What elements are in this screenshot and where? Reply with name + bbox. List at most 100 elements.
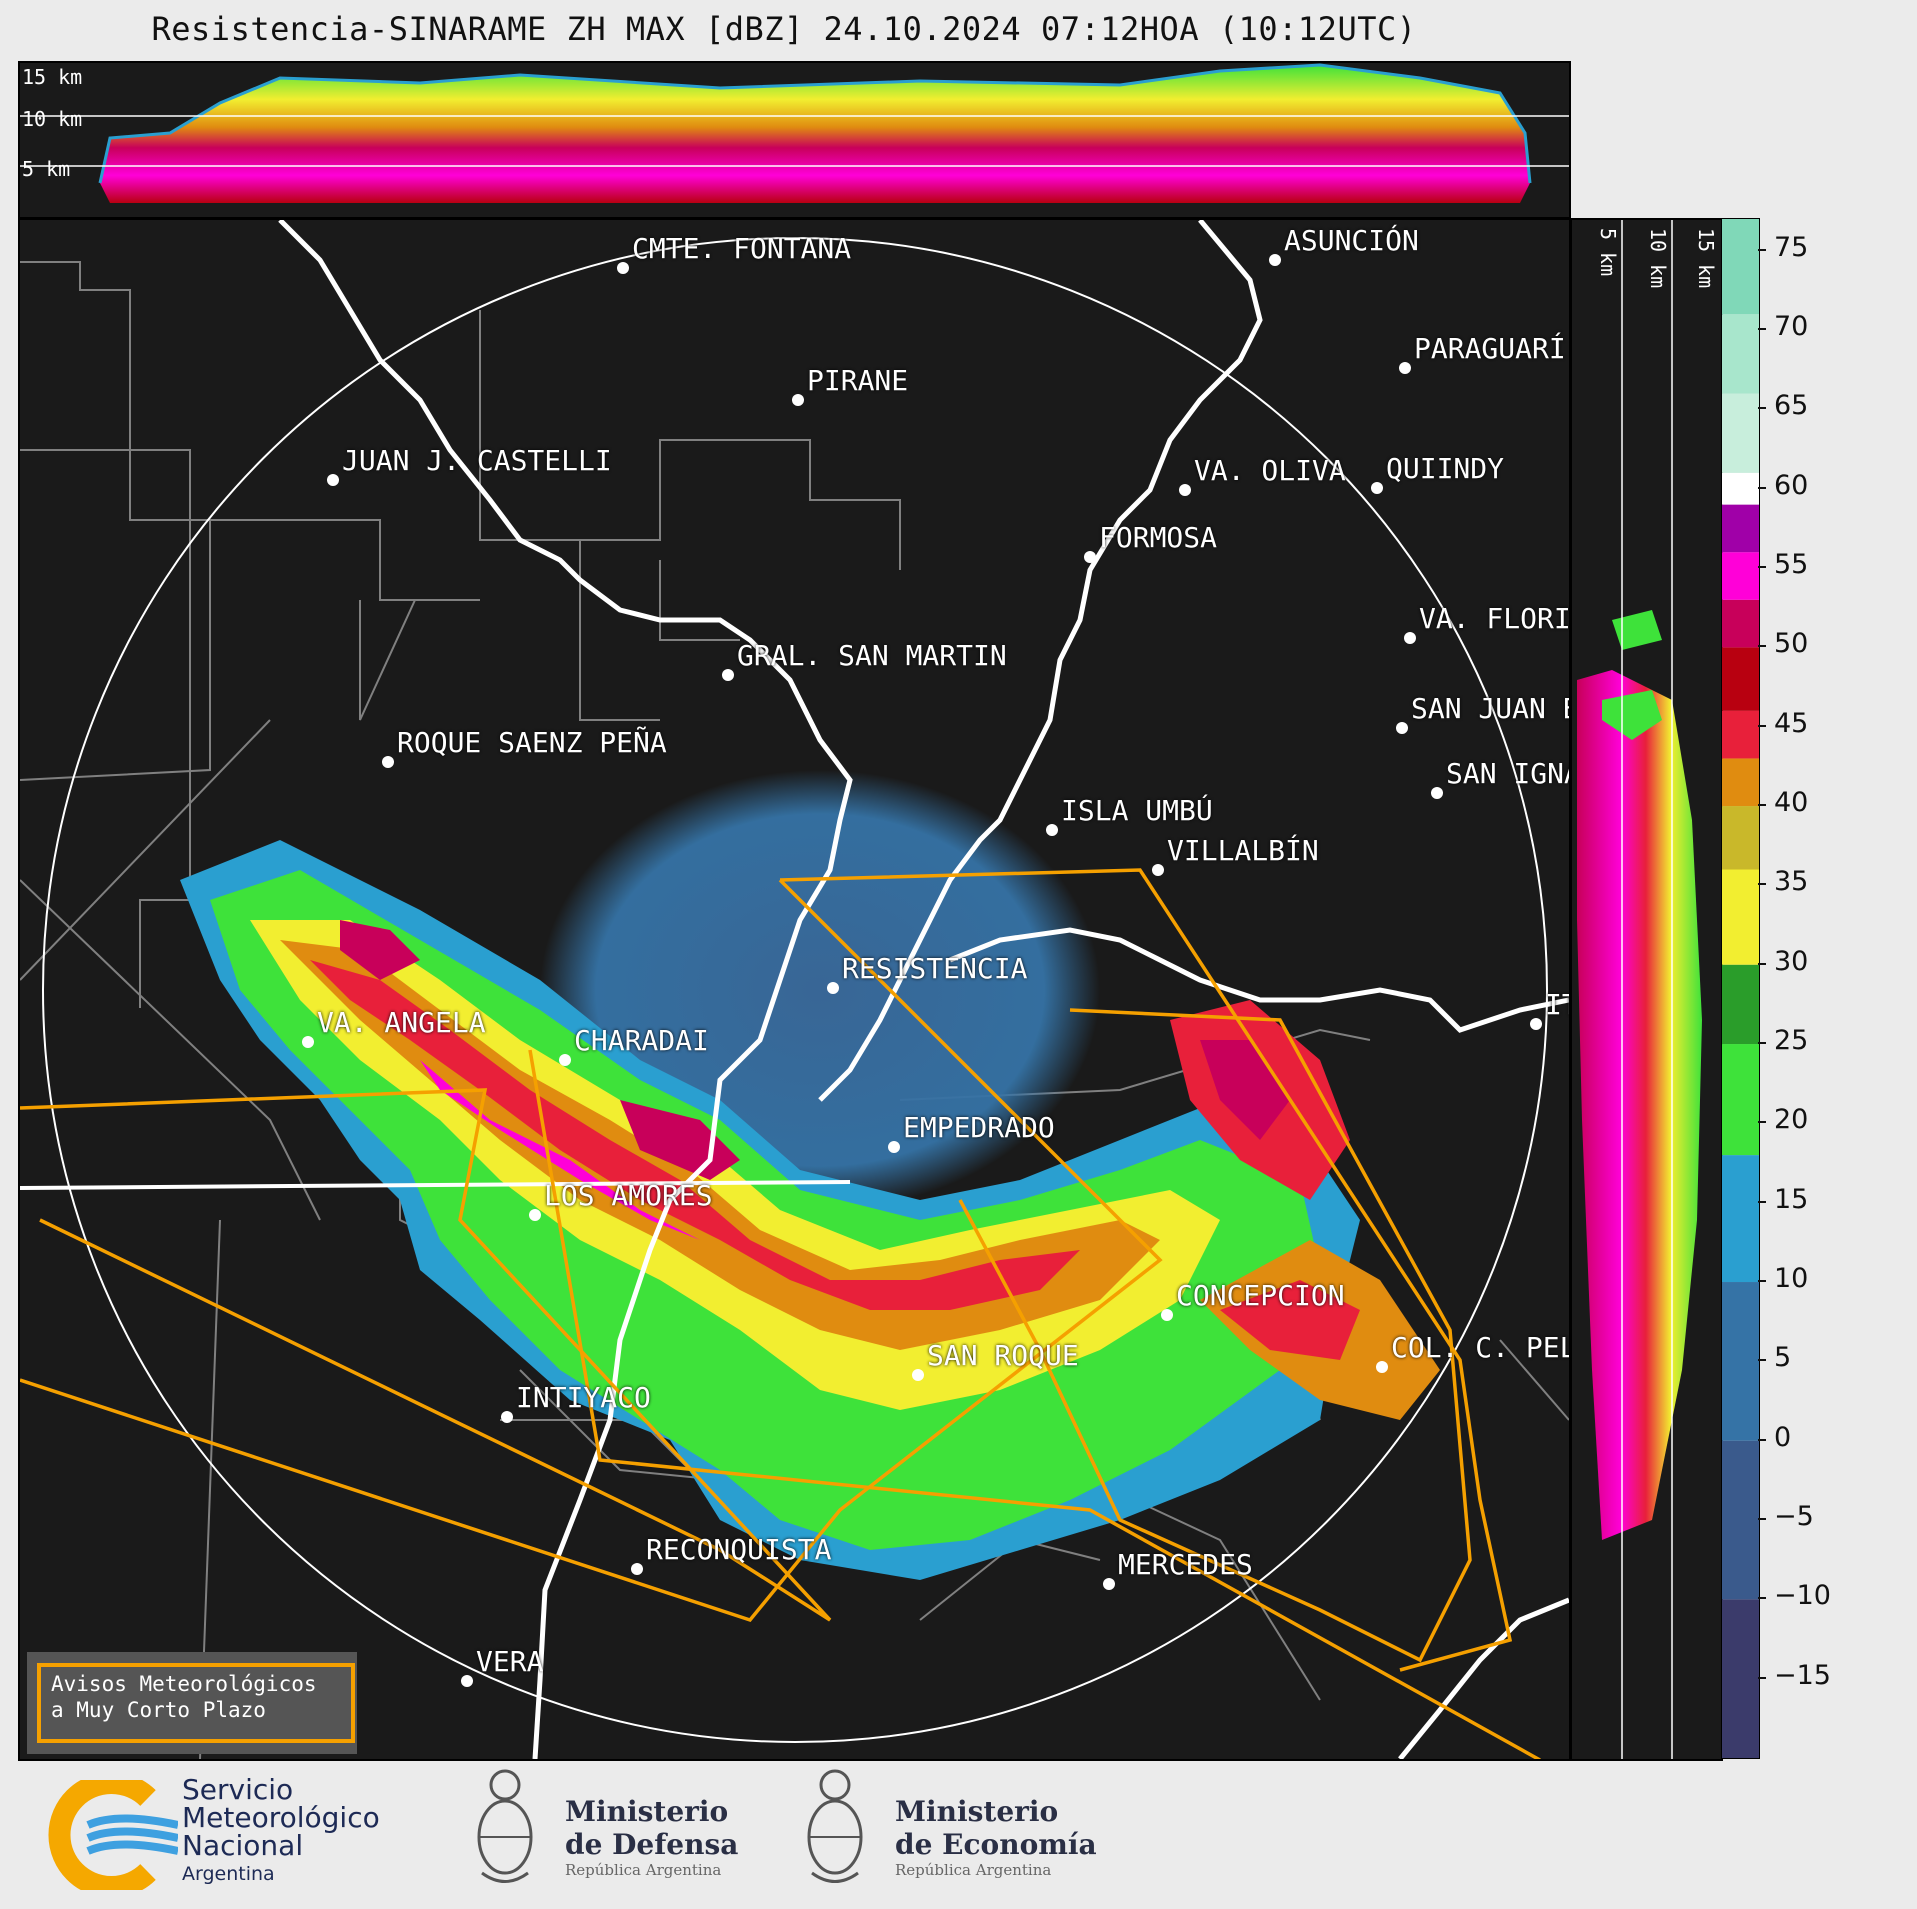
city-marker xyxy=(1046,824,1058,836)
city-label: RECONQUISTA xyxy=(646,1533,832,1566)
colorbar-segment xyxy=(1722,1282,1759,1441)
colorbar-tick-label: 35 xyxy=(1757,866,1808,897)
top-cross-section-plot xyxy=(20,63,1569,203)
smn-logo-text: Servicio Meteorológico Nacional Argentin… xyxy=(182,1776,380,1888)
warning-legend: Avisos Meteorológicos a Muy Corto Plazo xyxy=(27,1652,357,1754)
echo-storm-band xyxy=(180,840,1440,1580)
colorbar-segment xyxy=(1722,964,1759,1045)
colorbar-segment xyxy=(1722,647,1759,711)
warning-legend-line2: a Muy Corto Plazo xyxy=(51,1698,266,1722)
defensa-logo-text: Ministerio de Defensa República Argentin… xyxy=(565,1795,738,1879)
colorbar-tick-label: 10 xyxy=(1757,1263,1808,1294)
city-label: ISLA UMBÚ xyxy=(1061,794,1213,827)
colorbar-segment xyxy=(1722,314,1759,394)
defensa-line1: Ministerio xyxy=(565,1795,729,1828)
city-label: VILLALBÍN xyxy=(1167,834,1319,867)
city-marker xyxy=(631,1563,643,1575)
smn-line2: Meteorológico xyxy=(182,1801,380,1834)
radar-map[interactable]: CMTE. FONTANA ASUNCIÓN PIRANE PARAGUARÍ JUAN… xyxy=(18,218,1571,1761)
top-cross-section-panel: 15 km 10 km 5 km xyxy=(18,61,1571,219)
city-marker xyxy=(827,982,839,994)
city-marker xyxy=(1530,1018,1542,1030)
city-label: VA. ANGELA xyxy=(317,1006,486,1039)
city-label: PIRANE xyxy=(807,364,909,397)
economia-line2: de Economía xyxy=(895,1828,1097,1861)
colorbar-tick-label: 70 xyxy=(1757,311,1808,342)
city-marker xyxy=(1396,722,1408,734)
city-marker xyxy=(501,1411,513,1423)
rivers xyxy=(278,220,1569,1759)
radar-range-ring xyxy=(42,237,1548,1743)
colorbar-segment xyxy=(1722,393,1759,473)
city-marker xyxy=(617,262,629,274)
radar-map-canvas xyxy=(20,220,1569,1759)
side-echo-profile xyxy=(1577,670,1702,1540)
economia-line3: República Argentina xyxy=(895,1861,1052,1879)
smn-line4: Argentina xyxy=(182,1863,275,1885)
side-height-label-15: 15 km xyxy=(1694,228,1718,289)
city-marker xyxy=(1376,1361,1388,1373)
colorbar-tick-label: 60 xyxy=(1757,470,1808,501)
city-label: GRAL. SAN MARTIN xyxy=(737,639,1007,672)
city-label: CONCEPCION xyxy=(1176,1279,1345,1312)
defensa-line2: de Defensa xyxy=(565,1828,739,1861)
top-height-label-5: 5 km xyxy=(22,157,71,181)
colorbar-segment xyxy=(1722,758,1759,807)
city-label: ROQUE SAENZ PEÑA xyxy=(397,726,667,759)
colorbar-segment xyxy=(1722,710,1759,759)
economia-coat-of-arms-icon xyxy=(807,1769,863,1883)
colorbar-tick-label: 30 xyxy=(1757,946,1808,977)
smn-logo-icon xyxy=(48,1780,178,1890)
colorbar-tick-label: −10 xyxy=(1758,1580,1831,1611)
colorbar-tick-label: −5 xyxy=(1758,1501,1814,1532)
city-marker xyxy=(1161,1309,1173,1321)
city-label: CMTE. FONTANA xyxy=(632,232,852,265)
city-label: VA. FLORI xyxy=(1419,602,1571,635)
city-marker xyxy=(559,1054,571,1066)
city-label: EMPEDRADO xyxy=(903,1111,1055,1144)
colorbar-segment xyxy=(1722,552,1759,600)
defensa-line3: República Argentina xyxy=(565,1861,722,1879)
city-marker xyxy=(1371,482,1383,494)
side-cross-section-panel: 5 km 10 km 15 km xyxy=(1570,218,1723,1761)
city-label: FORMOSA xyxy=(1099,521,1218,554)
colorbar-tick-label: −15 xyxy=(1758,1660,1831,1691)
city-label: IT xyxy=(1545,988,1569,1021)
side-cross-section-plot xyxy=(1577,220,1702,1759)
top-height-label-10: 10 km xyxy=(22,107,83,131)
city-label: CHARADAI xyxy=(574,1024,709,1057)
city-marker xyxy=(327,474,339,486)
top-echo-profile xyxy=(100,65,1530,203)
city-marker xyxy=(461,1675,473,1687)
province-boundary xyxy=(20,1180,851,1190)
dbz-colorbar xyxy=(1721,218,1760,1759)
city-label: SAN JUAN B xyxy=(1411,692,1571,725)
city-marker xyxy=(1399,362,1411,374)
warning-legend-line1: Avisos Meteorológicos xyxy=(51,1672,317,1696)
city-label: MERCEDES xyxy=(1118,1548,1253,1581)
warning-polygons xyxy=(20,868,1541,1759)
smn-line3: Nacional xyxy=(182,1829,304,1862)
city-marker xyxy=(912,1369,924,1381)
city-label: QUIINDY xyxy=(1386,452,1505,485)
city-marker xyxy=(1404,632,1416,644)
city-marker xyxy=(722,669,734,681)
city-marker xyxy=(888,1141,900,1153)
colorbar-segment xyxy=(1722,1599,1759,1758)
city-label: ASUNCIÓN xyxy=(1284,224,1419,257)
city-marker xyxy=(1179,484,1191,496)
colorbar-segment xyxy=(1722,869,1759,965)
colorbar-tick-label: 25 xyxy=(1757,1025,1808,1056)
colorbar-segment xyxy=(1722,1155,1759,1283)
colorbar-tick-label: 75 xyxy=(1757,232,1808,263)
city-marker xyxy=(1431,787,1443,799)
top-height-label-15: 15 km xyxy=(22,65,83,89)
side-height-label-10: 10 km xyxy=(1646,228,1670,289)
economia-line1: Ministerio xyxy=(895,1795,1059,1828)
city-marker xyxy=(792,394,804,406)
city-label: VA. OLIVA xyxy=(1194,454,1346,487)
colorbar-tick-label: 55 xyxy=(1757,549,1808,580)
colorbar-tick-label: 0 xyxy=(1757,1422,1791,1453)
city-label: SAN IGNA xyxy=(1446,757,1571,790)
city-label: PARAGUARÍ xyxy=(1414,332,1566,365)
